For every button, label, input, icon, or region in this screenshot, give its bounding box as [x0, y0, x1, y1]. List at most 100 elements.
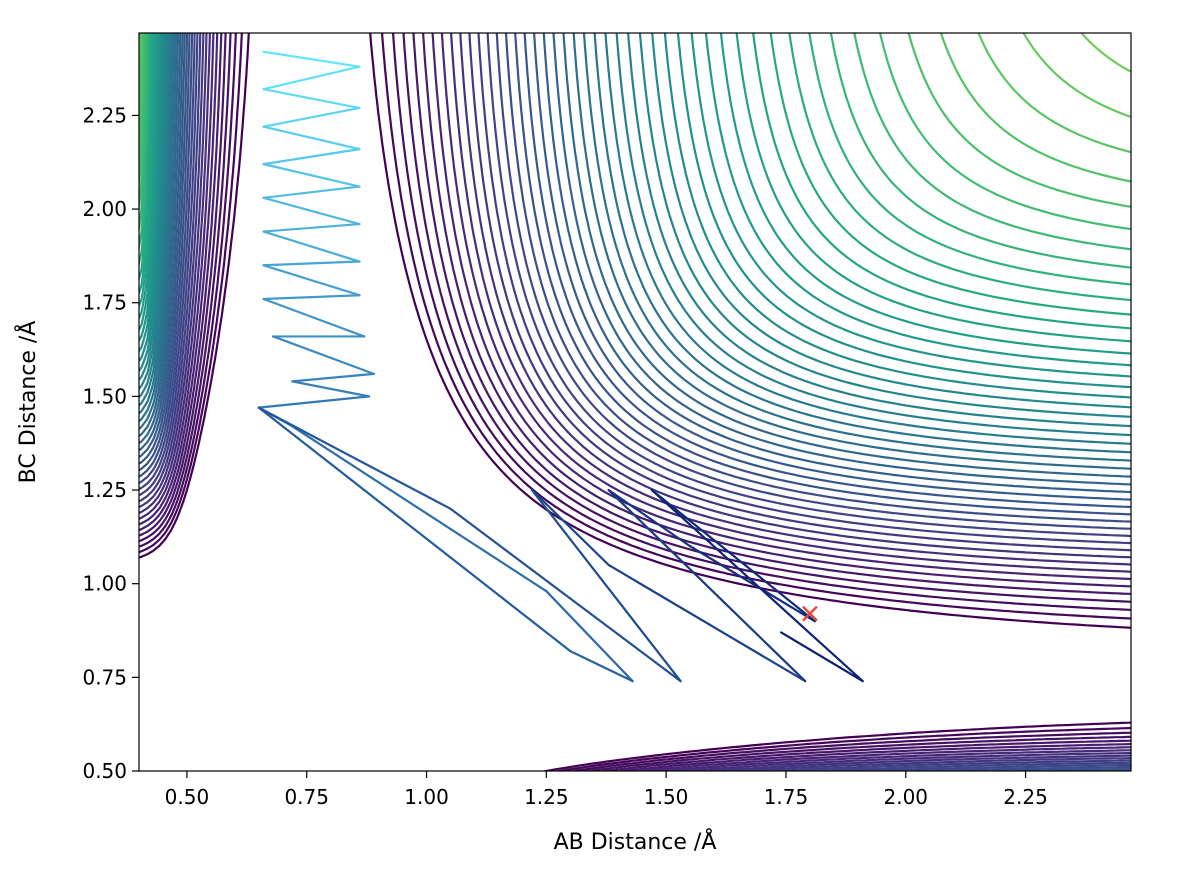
contour-line [139, 33, 1131, 330]
contour-line [139, 33, 1131, 771]
x-tick-label: 0.75 [284, 785, 329, 809]
trajectory-segment [262, 163, 361, 188]
marker-stroke [802, 605, 818, 622]
contour-line [139, 33, 1131, 771]
x-tick-label: 1.75 [764, 785, 809, 809]
trajectory-segment [262, 297, 366, 338]
contour-line [1080, 33, 1131, 73]
y-tick-label: 1.25 [82, 478, 127, 502]
contour-line [139, 33, 1131, 771]
trajectory-segment [257, 406, 572, 653]
y-tick-label: 1.50 [82, 384, 127, 408]
contour-line [139, 33, 1131, 208]
y-tick-label: 1.00 [82, 572, 127, 596]
contour-line [139, 33, 1131, 494]
contour-line [139, 33, 1131, 771]
contour-line [139, 33, 1131, 470]
contour-line [139, 33, 1131, 367]
y-axis-label: BC Distance /Å [14, 321, 41, 484]
x-tick-label: 0.50 [165, 785, 210, 809]
trajectory-segment [530, 488, 682, 683]
trajectory-segment [257, 406, 452, 510]
contour-lines [139, 33, 1131, 771]
contour-line [139, 33, 1131, 771]
trajectory-segment [291, 372, 375, 383]
y-tick-label: 2.25 [82, 103, 127, 127]
contour-line [139, 33, 1131, 378]
contour-line [139, 33, 1131, 478]
trajectory-segment [530, 488, 610, 567]
x-axis-label: AB Distance /Å [554, 828, 717, 855]
x-tick-label: 1.25 [524, 785, 569, 809]
contour-line [139, 33, 1131, 445]
contour-line [139, 33, 1131, 454]
contour-line [139, 33, 1131, 771]
contour-line [139, 33, 1131, 251]
y-tick-label: 0.50 [82, 759, 127, 783]
trajectory-segment [449, 507, 682, 683]
x-tick-label: 1.00 [404, 785, 449, 809]
trajectory-segment [262, 196, 361, 226]
contour-line [139, 33, 1131, 316]
trajectory-segment [262, 148, 361, 166]
trajectory-segment [262, 65, 361, 91]
contour-line [139, 33, 1131, 428]
x-tick-label: 2.00 [883, 785, 928, 809]
contour-line [139, 33, 1131, 771]
contour-line [139, 33, 1131, 269]
contour-line [139, 33, 1131, 231]
contour-line [139, 33, 1131, 355]
trajectory-segment [262, 125, 361, 151]
contour-line [139, 33, 1131, 486]
trajectory-segment [272, 335, 375, 376]
contour-line [139, 33, 1131, 119]
trajectory-segment [262, 294, 361, 301]
trajectory-segment [262, 88, 361, 110]
trajectory-segment [262, 222, 361, 233]
trajectory-segment [780, 631, 864, 683]
trajectory-segment [291, 425, 548, 593]
contour-line [139, 33, 1131, 501]
contour-line [139, 33, 1131, 771]
trajectory-segment [291, 380, 371, 398]
y-tick-label: 2.00 [82, 197, 127, 221]
trajectory-segment [569, 650, 634, 683]
plot-frame [138, 32, 1132, 772]
contour-line [139, 33, 1131, 409]
x-axis-ticks: 0.50 0.75 1.00 1.25 1.50 1.75 2.00 2.25 [165, 771, 1048, 809]
contour-line [139, 33, 1131, 183]
trajectory-segment [607, 563, 807, 683]
y-tick-label: 1.75 [82, 291, 127, 315]
contour-line [139, 33, 1131, 437]
contour-line [139, 33, 1131, 771]
end-point-marker [802, 605, 818, 622]
trajectory-segment [262, 264, 361, 297]
trajectory-segment [607, 488, 692, 548]
contour-line [139, 33, 1131, 399]
contour-line [139, 33, 1131, 771]
contour-line [139, 33, 1131, 771]
y-tick-label: 0.75 [82, 665, 127, 689]
contour-line [139, 33, 1131, 771]
contour-line [139, 33, 1131, 771]
contour-line [139, 33, 1131, 418]
trajectory-segment [689, 545, 816, 623]
contour-line [139, 33, 1131, 771]
contour-line [139, 33, 1131, 462]
contour-line [139, 33, 1131, 302]
contour-line [139, 33, 1131, 771]
trajectory-segment [262, 260, 361, 267]
trajectory-segment [650, 488, 816, 623]
trajectory-lines [257, 50, 864, 683]
x-tick-label: 2.25 [1003, 785, 1048, 809]
contour-line [139, 33, 1131, 286]
trajectory-segment [262, 50, 361, 68]
trajectory-segment [262, 185, 361, 199]
trajectory-segment [257, 395, 371, 409]
trajectory-segment [262, 230, 361, 263]
contour-line [139, 33, 1131, 389]
trajectory-segment [545, 590, 634, 683]
contour-line [139, 33, 1131, 343]
x-tick-label: 1.50 [644, 785, 689, 809]
